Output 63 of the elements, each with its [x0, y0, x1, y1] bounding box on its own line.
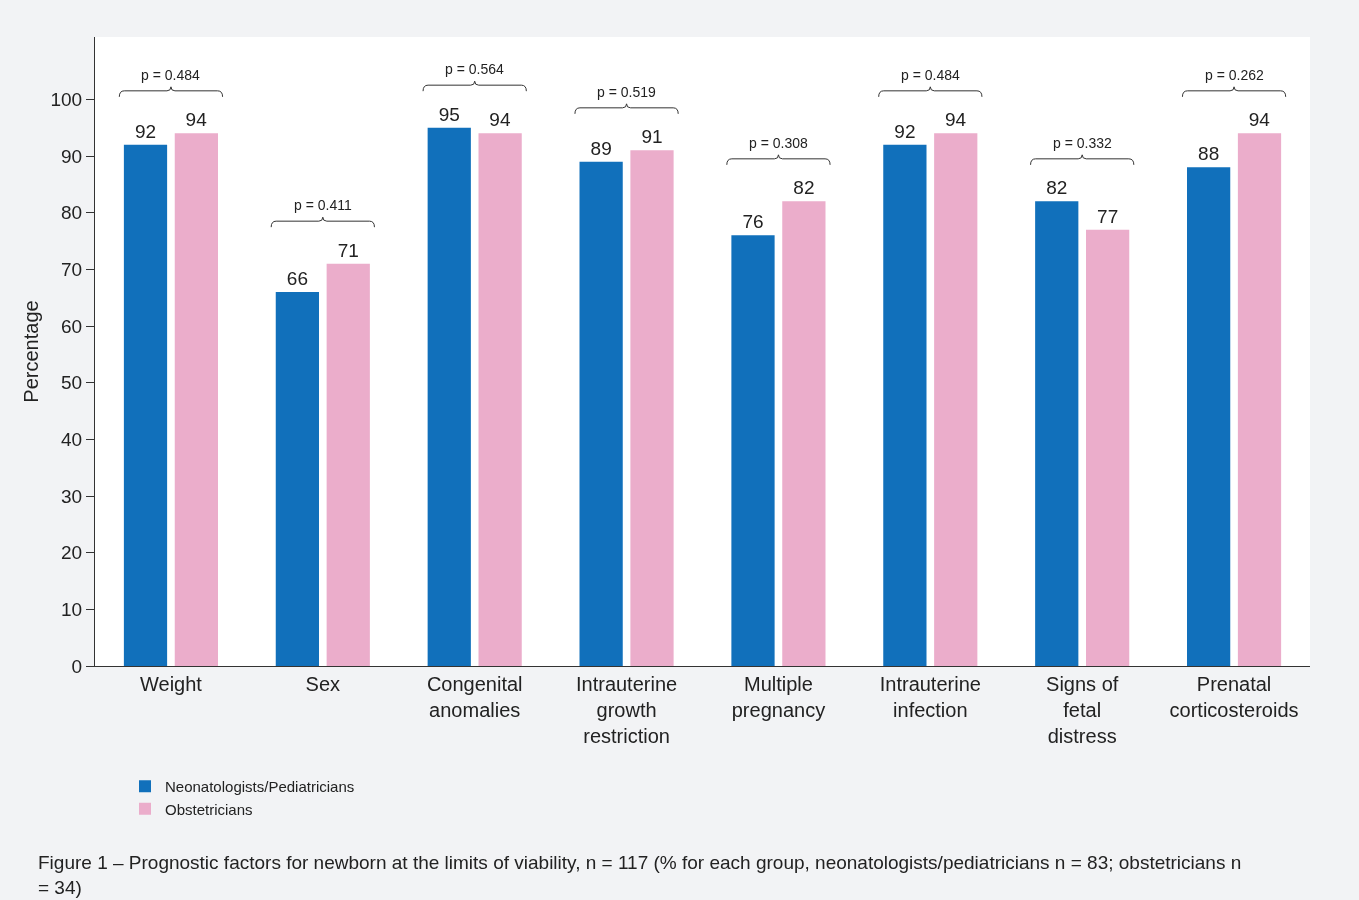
bar	[174, 133, 218, 666]
y-tick-label: 60	[61, 315, 83, 337]
bar	[731, 235, 775, 666]
annotation: p = 0.519	[597, 84, 656, 100]
y-tick-label: 10	[61, 598, 83, 620]
x-tick-label: Prenatal corticosteroids	[1169, 673, 1299, 721]
data-label: 92	[134, 120, 157, 142]
annotation: p = 0.484	[901, 67, 960, 83]
data-label: 94	[1248, 109, 1271, 131]
bar	[275, 292, 319, 666]
caption: Figure 1 – Prognostic factors for newborn at the limits of viability, n = 117 (% for each group, neonatologists/pediatricians n = 83; obstetricians n = 34)	[38, 852, 1242, 898]
bar	[123, 144, 168, 666]
bar	[782, 201, 826, 666]
bar	[1035, 201, 1079, 666]
data-label: 94	[185, 109, 208, 131]
annotation: p = 0.564	[445, 61, 504, 77]
data-label: 82	[793, 177, 815, 199]
y-tick-label: 40	[61, 428, 83, 450]
data-label: 92	[894, 120, 916, 142]
data-label: 76	[742, 211, 764, 233]
data-label: 88	[1198, 143, 1220, 165]
x-tick-label: Intrauterine growth restriction	[575, 673, 678, 747]
x-tick-label: Weight	[139, 673, 203, 695]
legend-label: Obstetricians	[165, 800, 253, 818]
y-tick-label: 80	[61, 202, 83, 224]
y-tick-label: 100	[50, 88, 83, 110]
y-tick-label: 20	[61, 542, 83, 564]
x-tick-label: Multiple pregnancy	[731, 673, 826, 721]
data-label: 77	[1097, 205, 1119, 227]
bar	[883, 144, 927, 666]
bar	[1086, 229, 1130, 666]
data-label: 89	[590, 137, 612, 159]
bar	[478, 133, 522, 666]
annotation: p = 0.308	[749, 135, 808, 151]
y-tick-label: 70	[61, 258, 83, 280]
bar	[1187, 167, 1231, 666]
x-tick-label: Sex	[305, 673, 341, 695]
x-tick-label: Signs of fetal distress	[1046, 673, 1119, 747]
data-label: 91	[641, 126, 663, 148]
bar	[326, 263, 370, 666]
legend-label: Neonatologists/Pediatricians	[165, 778, 355, 796]
x-tick-label: Intrauterine infection	[879, 673, 981, 721]
y-tick-label: 50	[61, 372, 83, 394]
annotation: p = 0.332	[1053, 135, 1112, 151]
data-label: 66	[286, 268, 308, 289]
data-label: 95	[438, 103, 460, 125]
data-label: 94	[944, 109, 967, 131]
bar	[1237, 133, 1282, 666]
x-tick-label: Congenital anomalies	[426, 673, 523, 721]
data-label: 82	[1046, 177, 1068, 199]
bar	[427, 127, 471, 666]
y-tick-label: 30	[61, 485, 83, 507]
bar	[579, 161, 623, 666]
y-tick-label: 90	[61, 145, 83, 167]
data-label: 71	[337, 239, 359, 261]
annotation: p = 0.411	[294, 197, 352, 213]
y-axis-title: Percentage	[20, 300, 42, 403]
bar	[934, 133, 978, 666]
annotation: p = 0.262	[1205, 67, 1264, 83]
bar	[630, 150, 674, 666]
data-label: 94	[489, 109, 511, 131]
y-tick-label: 0	[71, 655, 83, 677]
annotation: p = 0.484	[141, 67, 200, 83]
